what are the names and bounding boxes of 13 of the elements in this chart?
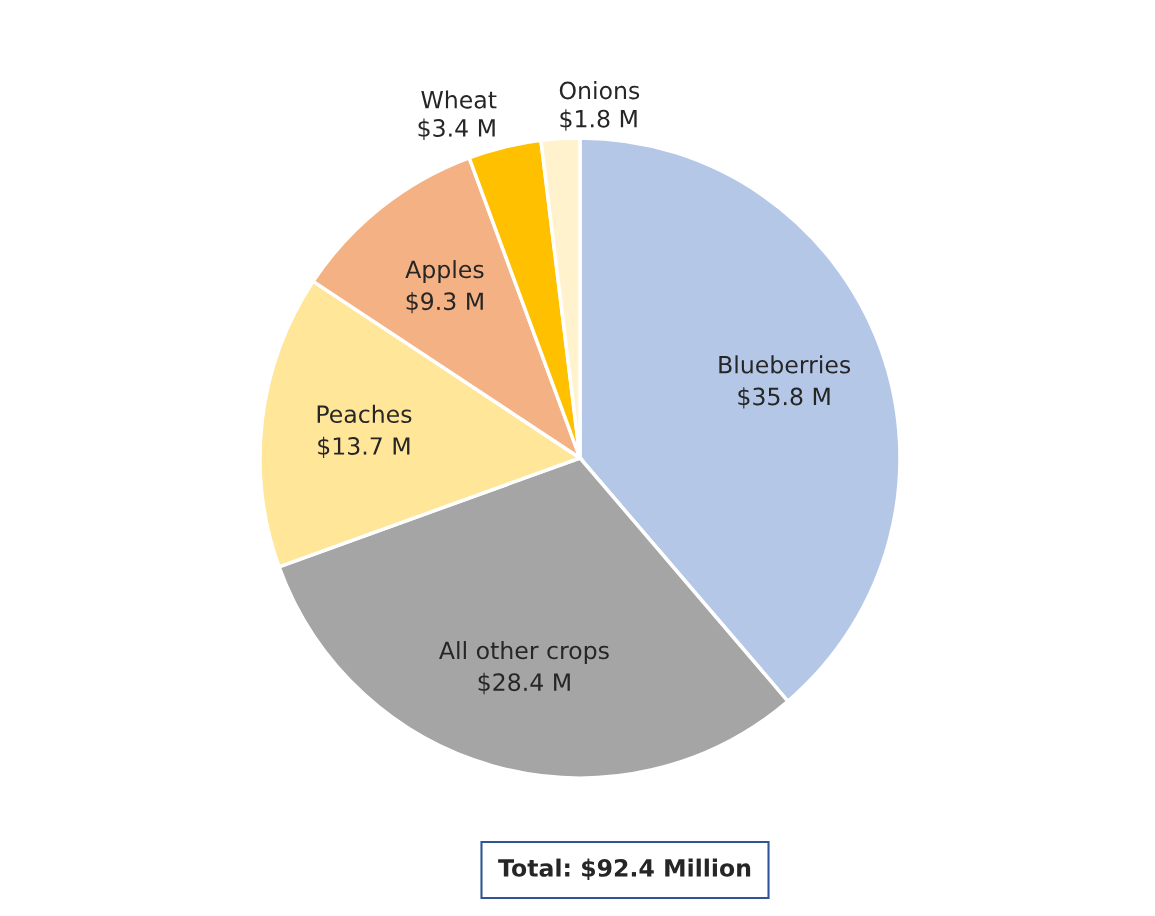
data-label: $1.8 M	[560, 109, 637, 131]
data-label: $28.4 M	[478, 672, 570, 695]
data-label: $3.4 M	[418, 118, 495, 141]
text: Total: $92.4 Million	[498, 858, 751, 880]
data-label: $35.8 M	[738, 387, 830, 409]
slice-label: Wheat	[421, 90, 497, 109]
slice-label: Onions	[559, 81, 640, 100]
data-label: $13.7 M	[318, 436, 410, 459]
slice-label: All other crops	[439, 641, 609, 664]
slice-label: Peaches	[317, 404, 412, 424]
data-label: $9.3 M	[406, 291, 483, 314]
slice-label: Blueberries	[719, 355, 851, 374]
slice-label: Apples	[405, 260, 484, 283]
